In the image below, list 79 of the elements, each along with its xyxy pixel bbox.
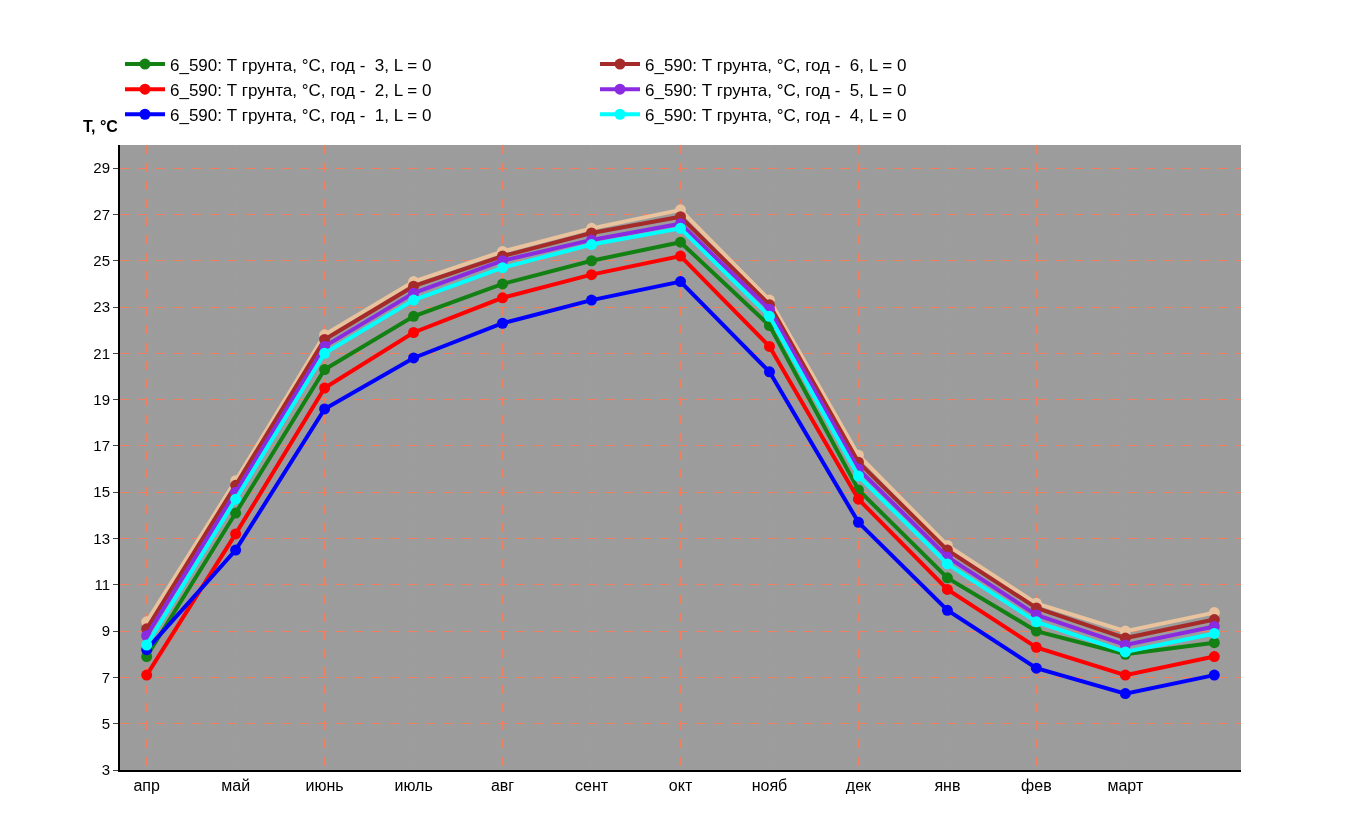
- x-tick-label: сент: [575, 777, 609, 795]
- x-tick-label: фев: [1021, 777, 1052, 795]
- point: [675, 250, 686, 262]
- point: [1030, 616, 1042, 628]
- y-tick-label: 15: [93, 483, 110, 501]
- point: [319, 364, 331, 376]
- x-tick-label: авг: [490, 777, 515, 795]
- y-tick-label: 5: [101, 714, 110, 732]
- point: [319, 347, 331, 359]
- point: [586, 269, 598, 281]
- point: [941, 583, 953, 595]
- y-tick-label: 19: [93, 390, 110, 408]
- y-tick-label: 25: [93, 251, 110, 269]
- point: [230, 544, 242, 556]
- y-axis-title: T, °C: [83, 118, 119, 135]
- point: [763, 366, 775, 378]
- y-tick-label: 3: [101, 761, 110, 779]
- x-tick-label: янв: [934, 777, 961, 795]
- point: [141, 639, 153, 651]
- y-tick-label: 17: [93, 437, 110, 455]
- point: [230, 493, 242, 505]
- x-tick-label: дек: [845, 777, 873, 795]
- legend-label: 6_590: Т грунта, °C, год - 4, L = 0: [645, 105, 907, 125]
- point: [497, 292, 509, 304]
- point: [763, 310, 775, 322]
- point: [941, 604, 953, 616]
- x-tick-label: июль: [394, 777, 433, 795]
- y-tick-label: 27: [93, 205, 110, 223]
- point: [586, 239, 598, 251]
- point: [497, 278, 509, 290]
- y-tick-label: 9: [101, 622, 110, 640]
- y-tick-label: 23: [93, 298, 110, 316]
- point: [408, 310, 420, 322]
- point: [675, 222, 686, 234]
- point: [408, 352, 420, 364]
- point: [408, 294, 420, 306]
- point: [230, 528, 242, 540]
- point: [319, 382, 331, 394]
- legend-label: 6_590: Т грунта, °C, год - 2, L = 0: [170, 80, 432, 100]
- x-tick-label: апр: [133, 777, 161, 795]
- point: [941, 558, 953, 570]
- legend-label: 6_590: Т грунта, °C, год - 3, L = 0: [170, 55, 432, 75]
- point: [141, 669, 153, 681]
- point: [319, 403, 331, 415]
- point: [1208, 637, 1220, 649]
- point: [852, 516, 864, 528]
- point: [1030, 662, 1042, 674]
- point: [941, 572, 953, 584]
- y-tick-label: 13: [93, 529, 110, 547]
- point: [1208, 669, 1220, 681]
- point: [1030, 641, 1042, 653]
- x-tick-label: окт: [668, 777, 693, 795]
- point: [497, 262, 509, 274]
- point: [1119, 669, 1131, 681]
- point: [586, 255, 598, 267]
- legend-label: 6_590: Т грунта, °C, год - 5, L = 0: [645, 80, 907, 100]
- point: [852, 493, 864, 505]
- point: [1119, 688, 1131, 700]
- point: [852, 470, 864, 482]
- x-tick-label: июнь: [305, 777, 344, 795]
- point: [408, 327, 420, 338]
- point: [1208, 651, 1220, 663]
- point: [675, 236, 686, 248]
- y-tick-label: 21: [93, 344, 110, 362]
- y-tick-label: 11: [94, 576, 110, 594]
- x-tick-label: март: [1107, 777, 1144, 795]
- legend-label: 6_590: Т грунта, °C, год - 1, L = 0: [170, 105, 432, 125]
- x-tick-label: нояб: [751, 777, 788, 795]
- y-tick-label: 7: [101, 668, 110, 686]
- point: [586, 294, 598, 306]
- x-tick-label: май: [221, 777, 251, 795]
- point: [497, 317, 509, 329]
- y-tick-label: 29: [93, 159, 110, 177]
- point: [1208, 627, 1220, 639]
- point: [230, 507, 242, 519]
- point: [763, 340, 775, 352]
- legend-label: 6_590: Т грунта, °C, год - 6, L = 0: [645, 55, 907, 75]
- point: [675, 276, 686, 288]
- point: [1030, 625, 1042, 637]
